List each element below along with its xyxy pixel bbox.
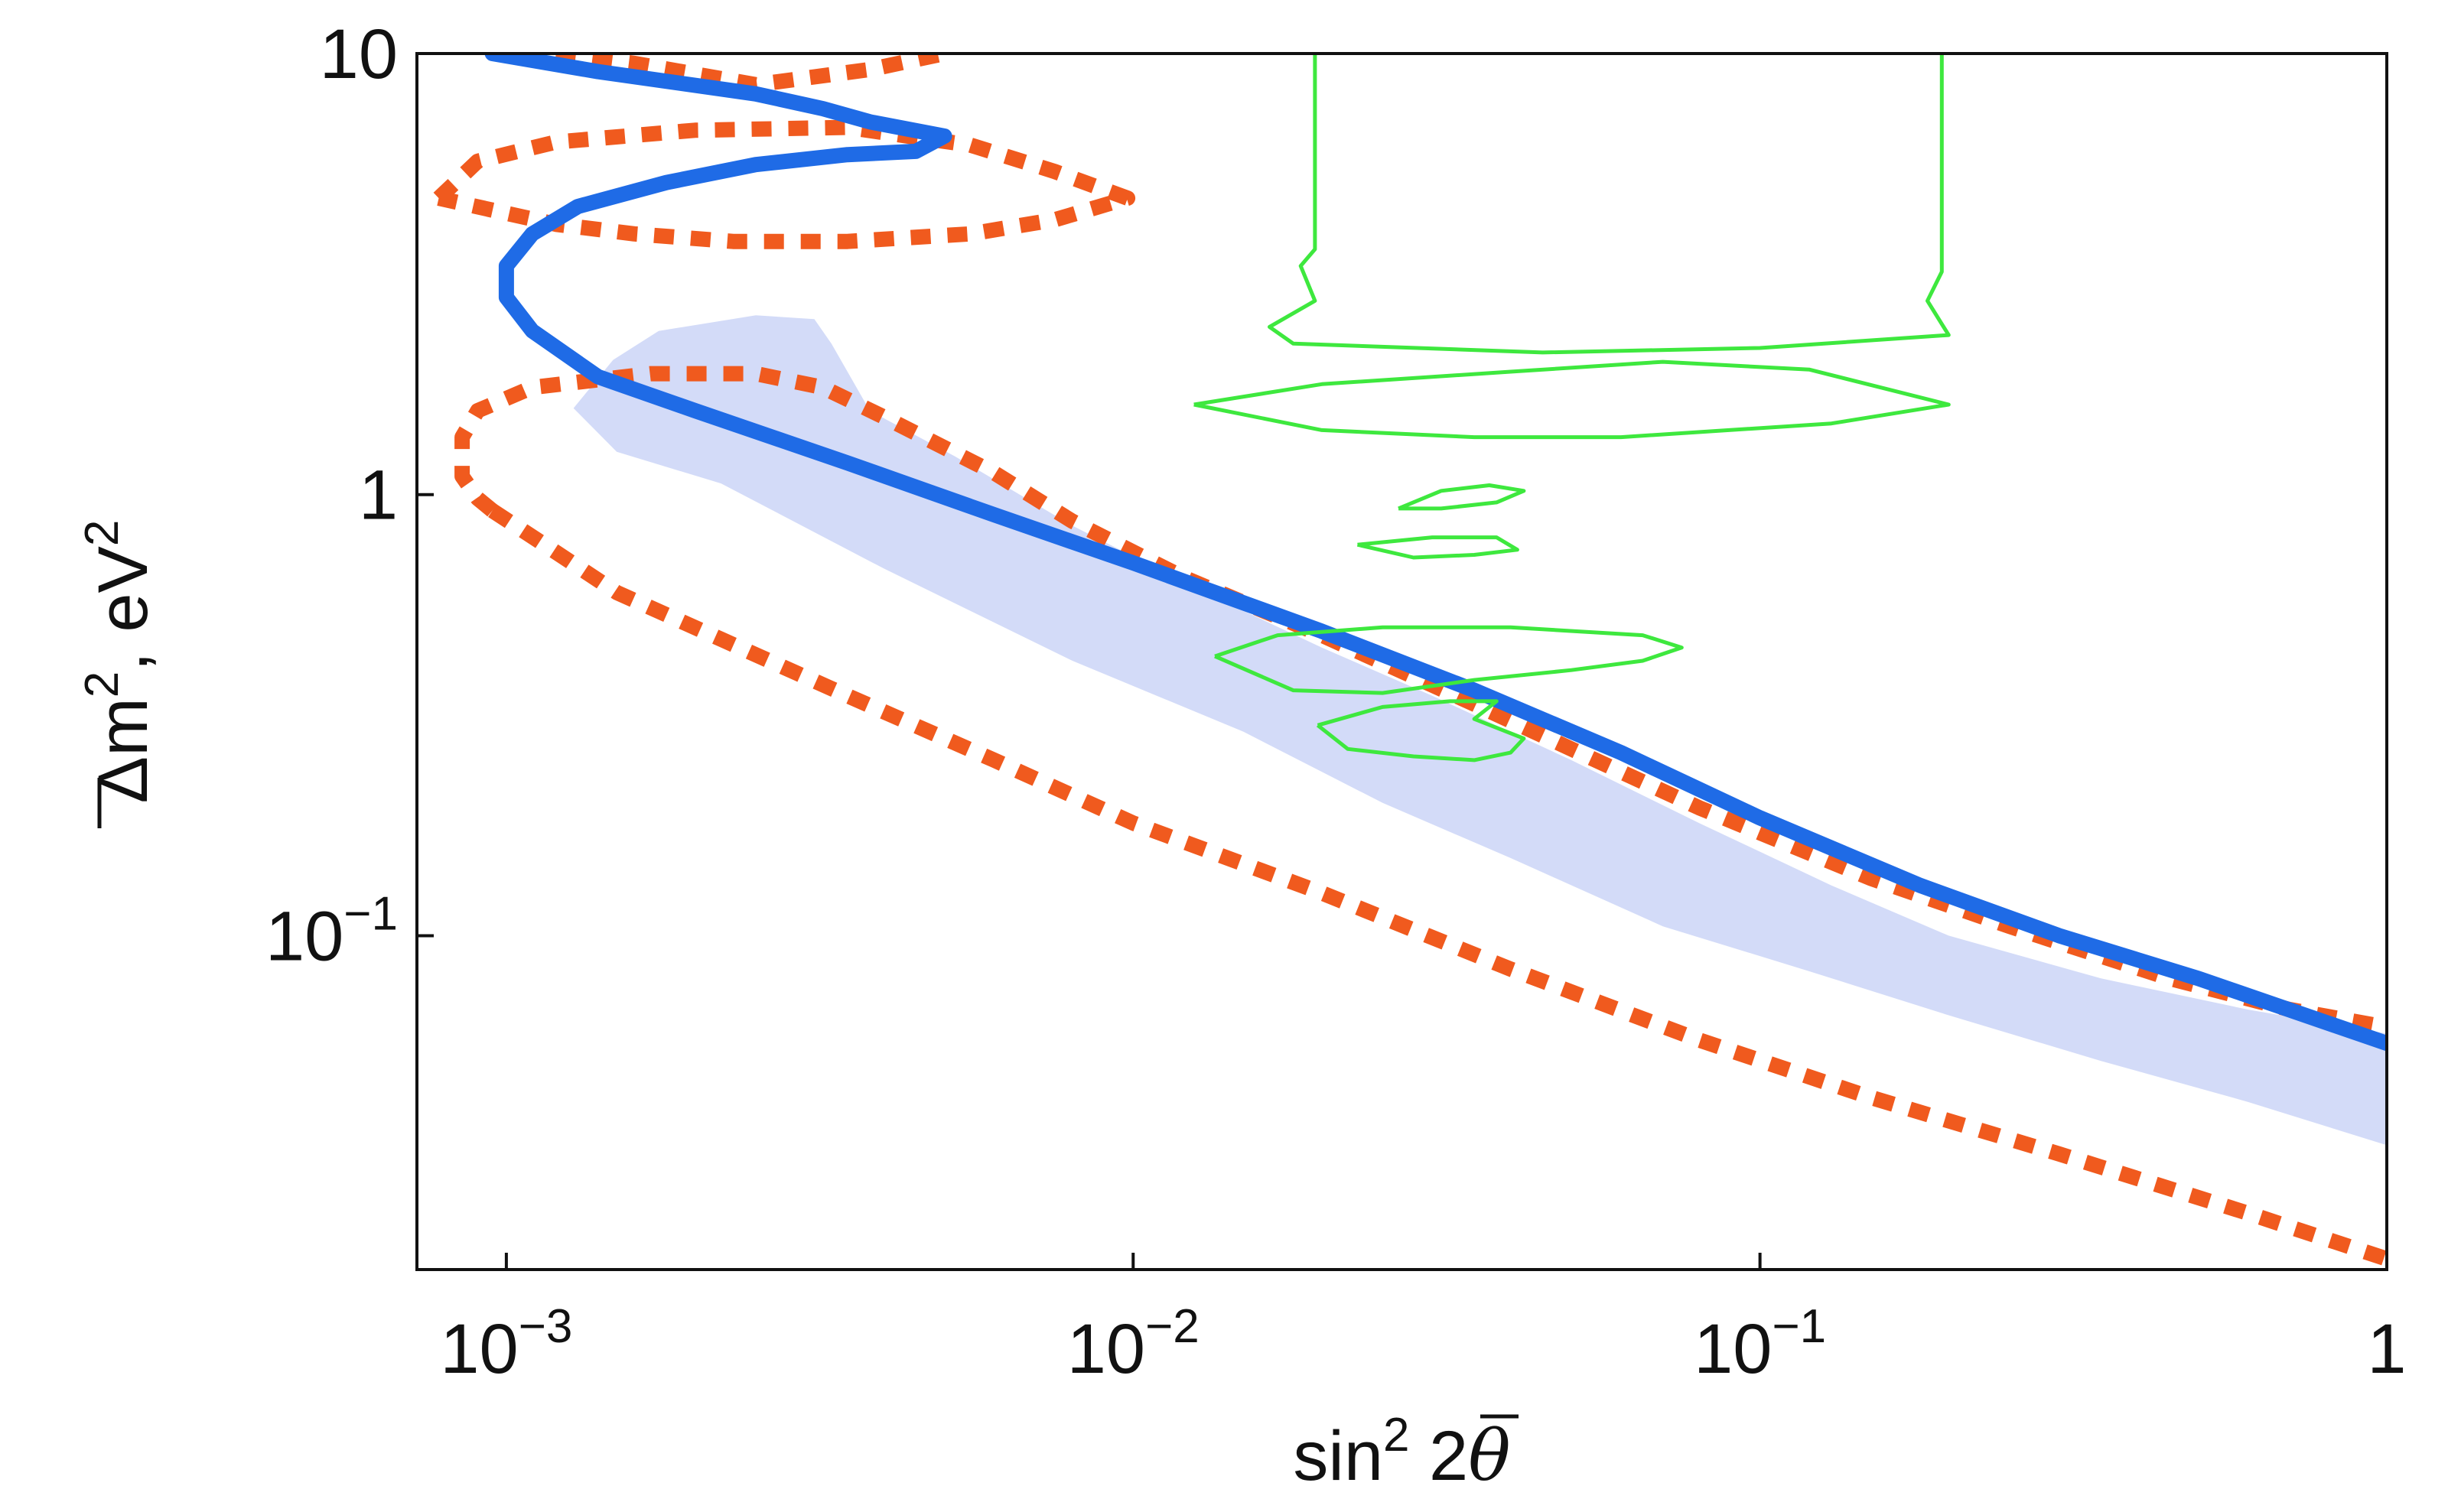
dashed-contour-1 [555,54,946,93]
green-contour-11 [1316,699,1526,763]
x-tick-label: 10−2 [1067,1300,1200,1388]
green-contour-8 [1398,483,1526,511]
y-tick-label: 1 [359,457,398,535]
green-contour-6 [1268,54,1951,355]
y-tick-label: 10−1 [265,887,398,975]
green-contour-9 [1356,535,1519,560]
x-tick-label: 1 [2367,1310,2406,1388]
dashed-contour-2 [433,119,1136,249]
svg-text:Δm2, eV2: Δm2, eV2 [76,520,162,804]
x-tick-label: 10−1 [1694,1300,1826,1388]
y-tick-label: 10 [320,15,398,93]
y-axis-label: Δm2, eV2 [76,520,162,828]
solid-blue-contour-5 [484,54,2387,1052]
dashed-contour-3 [454,366,2387,1036]
x-axis-label: sin2 2θ [1293,1409,1510,1497]
axis-tick-labels: 10−3 10−2 10−1 1 10 1 10−1 [265,15,2407,1388]
plot-marks [433,54,2387,1267]
dashed-contour-4 [488,504,2387,1267]
axis-ticks [417,493,2388,1270]
x-tick-label: 10−3 [440,1300,572,1388]
plot-frame [415,52,2388,1271]
green-contour-7 [1193,359,1951,440]
green-contour-10 [1214,625,1684,695]
shaded-allowed-region-0 [573,315,2387,1146]
